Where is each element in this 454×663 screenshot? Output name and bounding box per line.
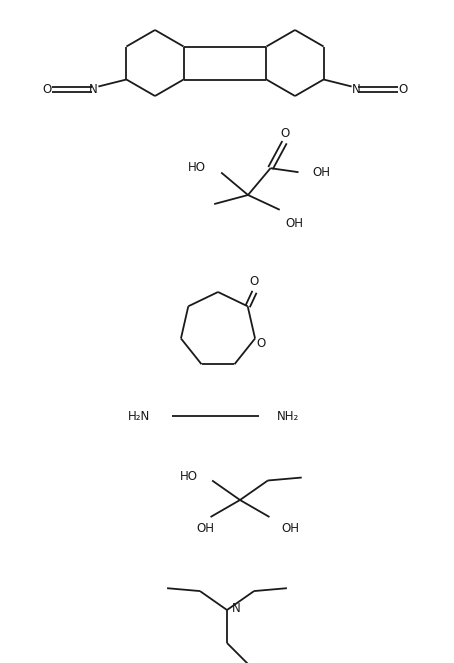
Text: N: N: [352, 83, 361, 96]
Text: HO: HO: [188, 161, 206, 174]
Text: NH₂: NH₂: [277, 410, 299, 422]
Text: OH: OH: [286, 217, 304, 230]
Text: O: O: [250, 275, 259, 288]
Text: N: N: [232, 601, 241, 615]
Text: OH: OH: [197, 522, 215, 536]
Text: H₂N: H₂N: [128, 410, 150, 422]
Text: OH: OH: [312, 166, 331, 179]
Text: HO: HO: [180, 470, 198, 483]
Text: O: O: [398, 83, 407, 96]
Text: N: N: [89, 83, 98, 96]
Text: O: O: [257, 337, 266, 350]
Text: OH: OH: [281, 522, 300, 536]
Text: O: O: [43, 83, 52, 96]
Text: O: O: [281, 127, 290, 140]
